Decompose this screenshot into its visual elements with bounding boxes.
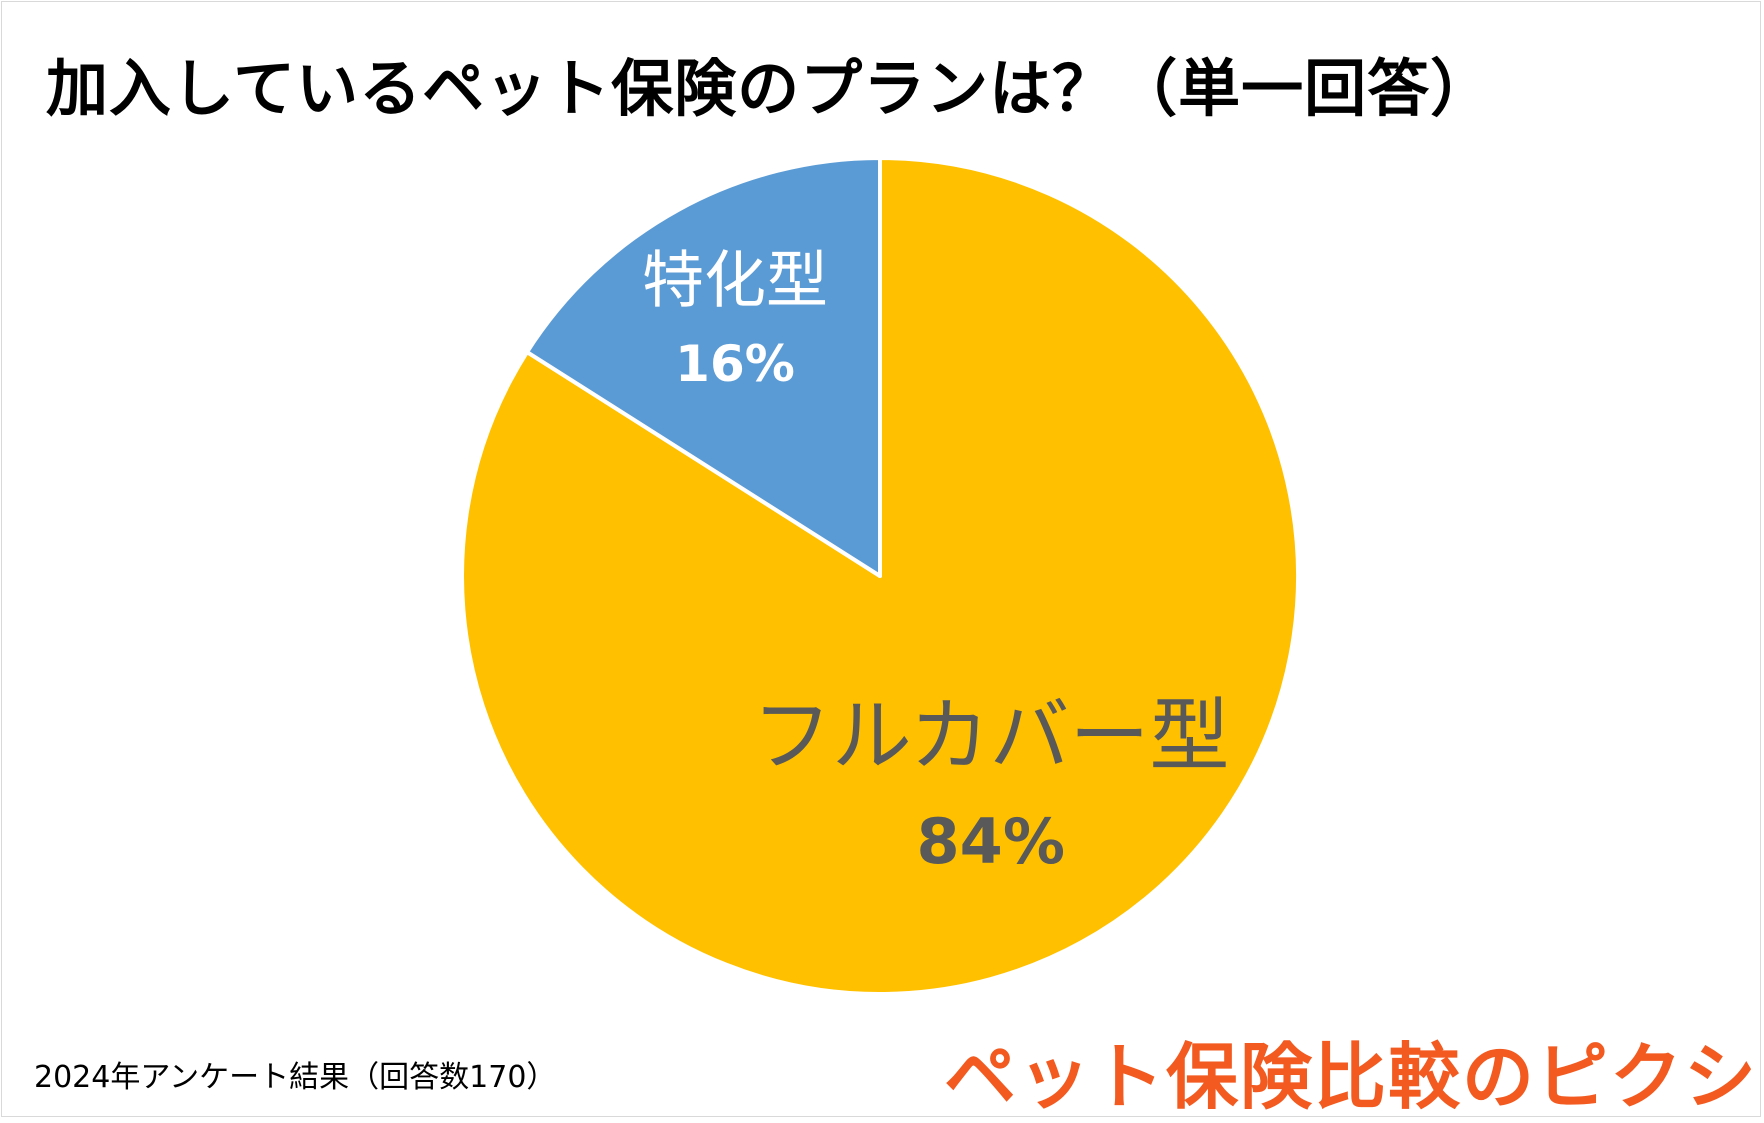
survey-footnote: 2024年アンケート結果（回答数170） — [34, 1060, 557, 1095]
brand-logo-text: ペット保険比較のピクシー — [944, 1035, 1764, 1119]
pie-slice-full-cover — [460, 156, 1300, 996]
pie-slice-specialized — [525, 156, 882, 578]
slice-percent-label-specialized: 16% — [675, 335, 795, 393]
slice-name-label-full-cover: フルカバー型 — [752, 689, 1230, 782]
slice-name-label-specialized: 特化型 — [642, 243, 828, 316]
chart-title: 加入しているペット保険のプランは？（単一回答） — [46, 52, 1494, 125]
slice-percent-label-full-cover: 84% — [917, 805, 1065, 878]
